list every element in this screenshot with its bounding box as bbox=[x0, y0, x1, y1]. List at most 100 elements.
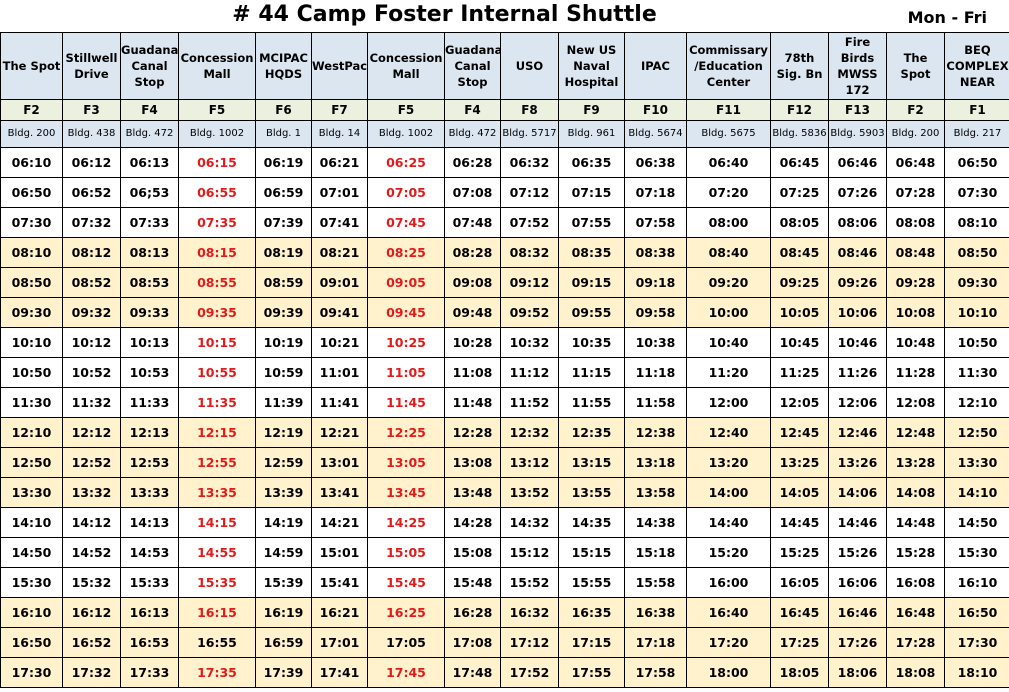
time-cell: 12:12 bbox=[62, 417, 121, 448]
time-cell: 11:20 bbox=[686, 357, 771, 388]
stop-name: The Spot bbox=[886, 32, 945, 100]
time-cell: 12:28 bbox=[444, 417, 501, 448]
time-cell: 06:59 bbox=[255, 177, 312, 208]
time-cell: 12:19 bbox=[255, 417, 312, 448]
time-cell: 17:25 bbox=[770, 627, 829, 658]
time-cell: 14:53 bbox=[120, 537, 179, 568]
page-title: # 44 Camp Foster Internal Shuttle bbox=[232, 2, 657, 27]
time-cell: 06:35 bbox=[558, 147, 625, 178]
time-cell: 14:38 bbox=[624, 507, 687, 538]
time-cell: 14:45 bbox=[770, 507, 829, 538]
time-cell: 13:12 bbox=[500, 447, 559, 478]
time-cell: 13:26 bbox=[828, 447, 887, 478]
time-cell: 17:01 bbox=[311, 627, 368, 658]
time-cell: 07:52 bbox=[500, 207, 559, 238]
time-cell: 07:30 bbox=[0, 207, 63, 238]
table-row: 14:10 14:12 14:13 14:15 14:19 14:21 14:25 14:28… bbox=[0, 507, 1009, 538]
time-cell: 13:05 bbox=[367, 447, 445, 478]
stop-building: Bldg. 961 bbox=[558, 120, 625, 148]
stop-building: Bldg. 217 bbox=[944, 120, 1009, 148]
time-cell: 13:30 bbox=[944, 447, 1009, 478]
time-cell: 12:52 bbox=[62, 447, 121, 478]
time-cell: 15:32 bbox=[62, 567, 121, 598]
time-cell: 12:50 bbox=[0, 447, 63, 478]
time-cell: 06:50 bbox=[944, 147, 1009, 178]
time-cell: 09:45 bbox=[367, 297, 445, 328]
time-cell: 09:32 bbox=[62, 297, 121, 328]
time-cell: 16:53 bbox=[120, 627, 179, 658]
time-cell: 16:10 bbox=[944, 567, 1009, 598]
stop-code: F5 bbox=[178, 99, 256, 121]
time-cell: 16:21 bbox=[311, 597, 368, 628]
stop-code: F6 bbox=[255, 99, 312, 121]
stop-name: Concession Mall bbox=[178, 32, 256, 100]
time-cell: 15:25 bbox=[770, 537, 829, 568]
time-cell: 08:52 bbox=[62, 267, 121, 298]
stop-name-row: The Spot Stillwell Drive Guadanal Canal St… bbox=[0, 32, 1009, 100]
time-cell: 07:28 bbox=[886, 177, 945, 208]
time-cell: 16:38 bbox=[624, 597, 687, 628]
time-cell: 14:28 bbox=[444, 507, 501, 538]
time-cell: 12:32 bbox=[500, 417, 559, 448]
time-cell: 07:30 bbox=[944, 177, 1009, 208]
time-cell: 12:15 bbox=[178, 417, 256, 448]
time-cell: 08:38 bbox=[624, 237, 687, 268]
time-cell: 14:40 bbox=[686, 507, 771, 538]
time-cell: 06:28 bbox=[444, 147, 501, 178]
time-cell: 14:32 bbox=[500, 507, 559, 538]
time-cell: 07:20 bbox=[686, 177, 771, 208]
stop-building: Bldg. 1002 bbox=[367, 120, 445, 148]
time-cell: 11:05 bbox=[367, 357, 445, 388]
time-cell: 10:13 bbox=[120, 327, 179, 358]
time-cell: 09:30 bbox=[0, 297, 63, 328]
time-cell: 12:05 bbox=[770, 387, 829, 418]
time-cell: 07:58 bbox=[624, 207, 687, 238]
stop-code: F8 bbox=[500, 99, 559, 121]
time-cell: 12:06 bbox=[828, 387, 887, 418]
time-cell: 13:48 bbox=[444, 477, 501, 508]
time-cell: 07:25 bbox=[770, 177, 829, 208]
stop-code-row: F2 F3 F4 F5 F6 F7 F5 F4 F8 F9 F10 F11 F12 F13 F2 F1 bbox=[0, 99, 1009, 121]
time-cell: 10:52 bbox=[62, 357, 121, 388]
time-cell: 07:45 bbox=[367, 207, 445, 238]
time-cell: 17:30 bbox=[944, 627, 1009, 658]
time-cell: 10:05 bbox=[770, 297, 829, 328]
stop-name: Guadanal Canal Stop bbox=[120, 32, 179, 100]
time-cell: 12:25 bbox=[367, 417, 445, 448]
time-cell: 06:45 bbox=[770, 147, 829, 178]
time-cell: 15:33 bbox=[120, 567, 179, 598]
time-cell: 10:45 bbox=[770, 327, 829, 358]
time-cell: 13:32 bbox=[62, 477, 121, 508]
time-cell: 16:08 bbox=[886, 567, 945, 598]
time-cell: 07:01 bbox=[311, 177, 368, 208]
time-cell: 06:25 bbox=[367, 147, 445, 178]
time-cell: 14:35 bbox=[558, 507, 625, 538]
time-cell: 08:45 bbox=[770, 237, 829, 268]
time-cell: 13:08 bbox=[444, 447, 501, 478]
time-cell: 13:01 bbox=[311, 447, 368, 478]
time-cell: 17:08 bbox=[444, 627, 501, 658]
time-cell: 06:55 bbox=[178, 177, 256, 208]
time-cell: 13:55 bbox=[558, 477, 625, 508]
table-row: 07:30 07:32 07:33 07:35 07:39 07:41 07:45 07:48… bbox=[0, 207, 1009, 238]
time-cell: 08:48 bbox=[886, 237, 945, 268]
time-cell: 16:13 bbox=[120, 597, 179, 628]
time-cell: 06;53 bbox=[120, 177, 179, 208]
time-cell: 07:48 bbox=[444, 207, 501, 238]
time-cell: 17:20 bbox=[686, 627, 771, 658]
time-cell: 10:28 bbox=[444, 327, 501, 358]
time-cell: 12:13 bbox=[120, 417, 179, 448]
stop-building: Bldg. 438 bbox=[62, 120, 121, 148]
time-cell: 10:21 bbox=[311, 327, 368, 358]
stop-building: Bldg. 200 bbox=[886, 120, 945, 148]
time-cell: 11:35 bbox=[178, 387, 256, 418]
time-cell: 11:12 bbox=[500, 357, 559, 388]
time-cell: 06:38 bbox=[624, 147, 687, 178]
time-cell: 17:39 bbox=[255, 657, 312, 688]
stop-building: Bldg. 200 bbox=[0, 120, 63, 148]
time-cell: 09:55 bbox=[558, 297, 625, 328]
time-cell: 16:19 bbox=[255, 597, 312, 628]
time-cell: 17:58 bbox=[624, 657, 687, 688]
time-cell: 08:53 bbox=[120, 267, 179, 298]
stop-name: 78th Sig. Bn bbox=[770, 32, 829, 100]
